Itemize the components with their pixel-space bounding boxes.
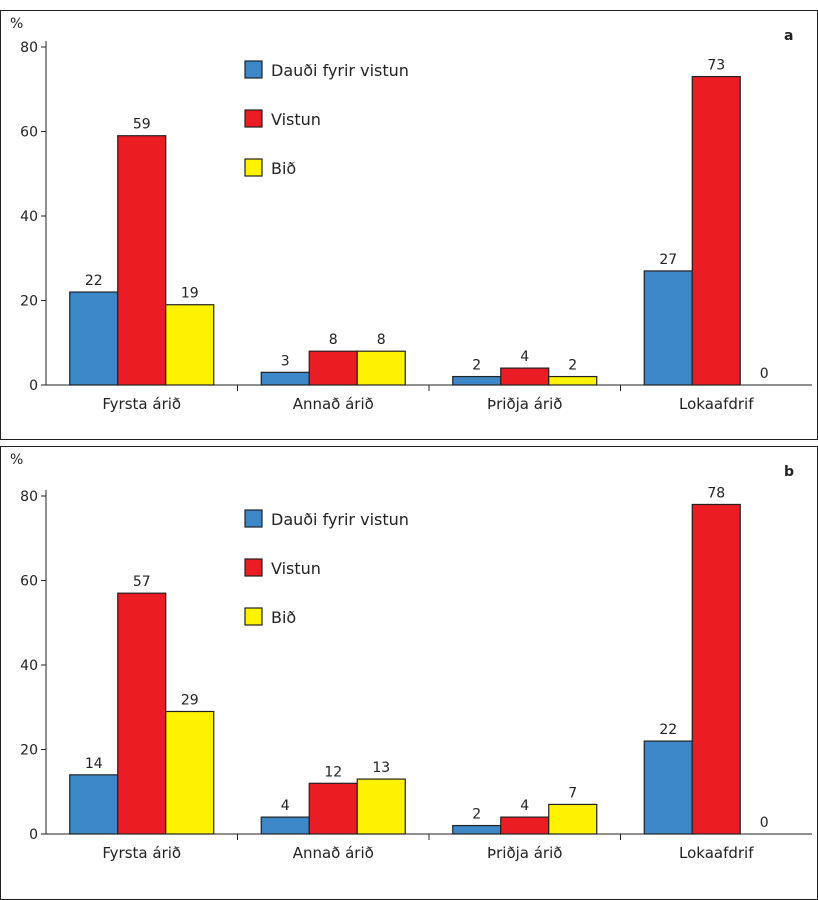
bar-bid — [356, 778, 406, 835]
bar-value-label: 14 — [85, 756, 103, 772]
y-tick-label: 80 — [20, 489, 38, 505]
bar-value-label: 3 — [281, 353, 290, 369]
bar-bid — [356, 350, 406, 386]
bar-value-label: 78 — [707, 485, 725, 501]
y-tick-label: 0 — [29, 378, 38, 394]
bar-value-label: 27 — [659, 252, 677, 268]
legend-label: Bið — [271, 159, 296, 178]
bar-daudi — [643, 740, 693, 835]
y-tick-label: 60 — [20, 125, 38, 141]
legend-swatch — [244, 109, 263, 128]
bar-daudi — [69, 291, 119, 386]
bar-value-label: 73 — [707, 58, 725, 74]
bar-value-label: 4 — [520, 798, 529, 814]
y-axis-label: % — [10, 16, 23, 32]
bar-value-label: 4 — [281, 798, 290, 814]
x-tick-label: Lokaafdrif — [679, 844, 754, 862]
panel-label: a — [784, 28, 793, 44]
bar-value-label: 22 — [659, 722, 677, 738]
bar-value-label: 8 — [377, 332, 386, 348]
bar-value-label: 13 — [372, 760, 390, 776]
y-tick-label: 0 — [29, 827, 38, 843]
bar-value-label: 12 — [324, 764, 342, 780]
bar-value-label: 0 — [760, 366, 769, 382]
bar-daudi — [452, 824, 502, 835]
bar-bid — [165, 304, 215, 386]
bar-vistun — [500, 367, 550, 386]
bar-value-label: 2 — [472, 358, 481, 374]
y-tick-label: 20 — [20, 743, 38, 759]
chart-panel-b: 0 20 40 60 80% b Fyrsta árið 14 57 29 Annað árið 4 1… — [0, 446, 818, 900]
bar-vistun — [308, 782, 358, 835]
bar-vistun — [691, 75, 741, 386]
bar-daudi — [260, 371, 310, 386]
legend-label: Dauði fyrir vistun — [271, 510, 409, 529]
bar-daudi — [69, 774, 119, 835]
bar-bid — [548, 375, 598, 386]
legend-swatch — [244, 158, 263, 177]
bar-daudi — [260, 816, 310, 835]
bar-vistun — [500, 816, 550, 835]
y-tick-label: 40 — [20, 209, 38, 225]
x-tick-label: Lokaafdrif — [679, 395, 754, 413]
bar-value-label: 4 — [520, 349, 529, 365]
legend-label: Dauði fyrir vistun — [271, 61, 409, 80]
bar-value-label: 19 — [181, 286, 199, 302]
x-tick-label: Þriðja árið — [487, 844, 562, 862]
x-tick-label: Annað árið — [293, 844, 374, 862]
x-tick-label: Fyrsta árið — [102, 844, 181, 862]
x-tick-label: Fyrsta árið — [102, 395, 181, 413]
y-tick-label: 60 — [20, 574, 38, 590]
panel-label: b — [784, 464, 794, 480]
y-tick-label: 40 — [20, 658, 38, 674]
bar-value-label: 8 — [329, 332, 338, 348]
legend-swatch — [244, 60, 263, 79]
legend-swatch — [244, 509, 263, 528]
bar-bid — [165, 710, 215, 835]
bar-value-label: 59 — [133, 117, 151, 133]
legend-label: Bið — [271, 608, 296, 627]
bar-value-label: 7 — [568, 785, 577, 801]
bar-value-label: 0 — [760, 815, 769, 831]
legend-label: Vistun — [271, 110, 321, 129]
x-tick-label: Annað árið — [293, 395, 374, 413]
y-axis-label: % — [10, 452, 23, 468]
legend-swatch — [244, 607, 263, 626]
bar-value-label: 57 — [133, 574, 151, 590]
bar-bid — [548, 803, 598, 835]
chart-panel-a: 0 20 40 60 80% a Fyrsta árið 22 59 19 Annað árið 3 8… — [0, 0, 818, 440]
legend-label: Vistun — [271, 559, 321, 578]
bar-value-label: 2 — [472, 807, 481, 823]
bar-vistun — [117, 135, 167, 386]
bar-value-label: 29 — [181, 692, 199, 708]
y-tick-label: 20 — [20, 294, 38, 310]
bar-value-label: 2 — [568, 358, 577, 374]
bar-vistun — [308, 350, 358, 386]
legend-swatch — [244, 558, 263, 577]
bar-daudi — [452, 375, 502, 386]
bar-vistun — [691, 503, 741, 835]
bar-value-label: 22 — [85, 273, 103, 289]
y-tick-label: 80 — [20, 40, 38, 56]
bar-vistun — [117, 592, 167, 835]
x-tick-label: Þriðja árið — [487, 395, 562, 413]
bar-daudi — [643, 270, 693, 386]
